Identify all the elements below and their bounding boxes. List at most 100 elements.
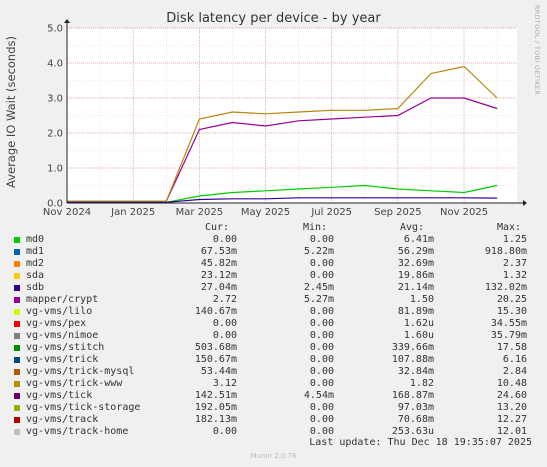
series-line (67, 65, 498, 202)
legend-avg-value: 1.62u (403, 318, 434, 329)
legend-swatch (14, 345, 20, 351)
legend-max-value: 132.02m (484, 282, 527, 293)
series-line (67, 197, 498, 203)
legend-cur-value: 0.00 (212, 234, 237, 245)
legend-avg-value: 1.50 (409, 294, 434, 305)
legend-max-value: 2.37 (502, 258, 527, 269)
legend-swatch (14, 429, 20, 435)
legend-cur-value: 23.12m (200, 270, 237, 281)
legend-swatch (14, 261, 20, 267)
legend-header-min: Min: (303, 222, 328, 233)
legend-cur-value: 0.00 (212, 318, 237, 329)
legend-swatch (14, 357, 20, 363)
x-tick-label: Nov 2024 (43, 207, 91, 218)
legend-min-value: 5.27m (303, 294, 334, 305)
legend-series-name: vg-vms/stitch (26, 342, 105, 353)
legend-series-name: vg-vms/trick-mysql (26, 366, 135, 377)
legend-min-value: 0.00 (309, 402, 334, 413)
legend-min-value: 2.45m (303, 282, 334, 293)
legend-swatch (14, 297, 20, 303)
legend-swatch (14, 237, 20, 243)
legend-min-value: 0.00 (309, 366, 334, 377)
legend-avg-value: 19.86m (397, 270, 434, 281)
x-axis-arrow (523, 200, 527, 206)
legend-min-value: 0.00 (309, 258, 334, 269)
legend-series-name: md1 (26, 246, 45, 257)
legend-cur-value: 67.53m (200, 246, 237, 257)
legend-max-value: 1.32 (502, 270, 527, 281)
legend-swatch (14, 285, 20, 291)
legend-max-value: 35.79m (490, 330, 527, 341)
legend-min-value: 0.00 (309, 426, 334, 437)
legend-avg-value: 32.84m (397, 366, 434, 377)
legend-series-name: md0 (26, 234, 45, 245)
x-tick-label: Jul 2025 (310, 207, 352, 218)
legend-swatch (14, 381, 20, 387)
legend-max-value: 34.55m (490, 318, 527, 329)
x-tick-label: Nov 2025 (440, 207, 488, 218)
legend-min-value: 4.54m (303, 390, 334, 401)
legend-series-name: vg-vms/nimoe (26, 330, 99, 341)
legend-cur-value: 0.00 (212, 330, 237, 341)
legend-min-value: 0.00 (309, 306, 334, 317)
legend-swatch (14, 249, 20, 255)
legend-max-value: 12.01 (496, 426, 527, 437)
legend-min-value: 0.00 (309, 270, 334, 281)
legend-avg-value: 6.41m (403, 234, 434, 245)
legend-series-name: sdb (26, 282, 45, 293)
plot-area: 0.0 1.0 2.0 3.0 4.0 5.0 Nov 2024 Jan 2025 Mar 20… (43, 19, 527, 218)
legend-min-value: 0.00 (309, 414, 334, 425)
y-tick-label: 1.0 (47, 164, 63, 175)
legend-max-value: 15.30 (496, 306, 527, 317)
legend-header-cur: Cur: (205, 222, 230, 233)
legend-avg-value: 253.63u (391, 426, 434, 437)
legend-max-value: 13.20 (496, 402, 527, 413)
legend-min-value: 0.00 (309, 234, 334, 245)
x-tick-label: Jan 2025 (110, 207, 155, 218)
legend-min-value: 0.00 (309, 318, 334, 329)
legend-swatch (14, 393, 20, 399)
legend-swatch (14, 333, 20, 339)
legend-avg-value: 1.82 (409, 378, 434, 389)
legend-series-name: vg-vms/trick-www (26, 378, 123, 389)
legend-series-name: vg-vms/track (26, 414, 99, 425)
legend-avg-value: 21.14m (397, 282, 434, 293)
legend-swatch (14, 405, 20, 411)
legend-max-value: 17.58 (496, 342, 527, 353)
legend-series-name: mapper/crypt (26, 294, 99, 305)
legend-cur-value: 182.13m (194, 414, 237, 425)
legend-avg-value: 81.89m (397, 306, 434, 317)
legend-cur-value: 0.00 (212, 426, 237, 437)
legend-min-value: 0.00 (309, 342, 334, 353)
legend-swatch (14, 273, 20, 279)
legend-series-name: vg-vms/pex (26, 318, 87, 329)
y-tick-label: 5.0 (47, 24, 63, 35)
legend-min-value: 0.00 (309, 378, 334, 389)
legend-cur-value: 3.12 (212, 378, 237, 389)
y-tick-label: 0.0 (47, 199, 63, 210)
legend-min-value: 0.00 (309, 354, 334, 365)
legend-avg-value: 32.69m (397, 258, 434, 269)
legend-cur-value: 53.44m (200, 366, 237, 377)
legend-avg-value: 107.88m (391, 354, 434, 365)
x-tick-label: May 2025 (241, 207, 290, 218)
legend-swatch (14, 321, 20, 327)
legend-swatch (14, 309, 20, 315)
legend-cur-value: 2.72 (212, 294, 237, 305)
legend-series-name: vg-vms/lilo (26, 306, 93, 317)
legend-avg-value: 97.03m (397, 402, 434, 413)
y-tick-label: 2.0 (47, 129, 63, 140)
legend-max-value: 1.25 (502, 234, 527, 245)
x-tick-label: Sep 2025 (374, 207, 421, 218)
legend-header-avg: Avg: (400, 222, 425, 233)
legend-min-value: 0.00 (309, 330, 334, 341)
legend-max-value: 20.25 (496, 294, 527, 305)
legend-avg-value: 1.60u (403, 330, 434, 341)
legend-cur-value: 150.67m (194, 354, 237, 365)
legend-max-value: 10.48 (496, 378, 527, 389)
legend-avg-value: 168.87m (391, 390, 434, 401)
legend-min-value: 5.22m (303, 246, 334, 257)
legend-series-name: vg-vms/trick (26, 354, 99, 365)
legend-cur-value: 192.05m (194, 402, 237, 413)
x-tick-label: Mar 2025 (176, 207, 224, 218)
